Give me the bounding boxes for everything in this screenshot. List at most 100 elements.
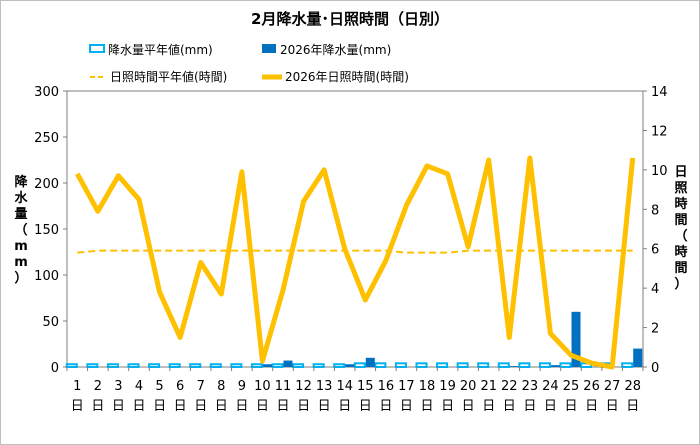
x-tick-label: 27 [604, 379, 621, 394]
y-left-tick-label: 100 [34, 269, 59, 284]
bar-normal-precip [127, 363, 140, 368]
bar-normal-precip [106, 363, 119, 368]
legend-swatch-precip-2026 [262, 44, 276, 53]
bar-precip-2026 [345, 364, 355, 367]
legend-label-normal-sunshine: 日照時間平年値(時間) [110, 69, 227, 84]
x-tick-label-suffix: 日 [256, 399, 269, 414]
bar-precip-2026 [365, 357, 375, 367]
y-left-tick-label: 300 [34, 85, 59, 100]
bar-normal-precip [559, 362, 572, 369]
plot-area [66, 90, 644, 368]
x-tick-label-suffix: 日 [606, 399, 619, 414]
bar-normal-precip [250, 363, 263, 368]
bar-normal-precip [415, 362, 428, 369]
x-tick-label-suffix: 日 [462, 399, 475, 414]
x-tick-label: 9 [238, 379, 246, 394]
y-right-tick-label: 12 [651, 124, 668, 139]
y-right-tick-label: 4 [651, 282, 659, 297]
line-sunshine-2026 [75, 155, 636, 370]
legend: 降水量平年値(mm) 2026年降水量(mm) 日照時間平年値(時間) 2026… [89, 42, 409, 84]
bar-normal-precip [477, 362, 490, 369]
x-tick-label-suffix: 日 [585, 399, 598, 414]
x-tick-label-suffix: 日 [91, 399, 104, 414]
legend-label-normal-precip: 降水量平年値(mm) [108, 42, 213, 57]
bar-normal-precip [621, 362, 634, 369]
y-left-axis-label: 降水量（ m m） [14, 174, 28, 286]
bar-normal-precip [518, 362, 531, 369]
x-tick-label: 3 [114, 379, 122, 394]
x-tick-label-suffix: 日 [503, 399, 516, 414]
x-tick-label-suffix: 日 [112, 399, 125, 414]
y-right-tick-label: 8 [651, 203, 659, 218]
bar-precip-2026 [571, 311, 581, 367]
y-left-tick-label: 250 [34, 131, 59, 146]
x-tick-label-suffix: 日 [194, 399, 207, 414]
y-right-axis-label: 日照時間（時間） [674, 165, 687, 292]
y-right-tick-label: 0 [651, 361, 659, 376]
x-tick-label-suffix: 日 [482, 399, 495, 414]
x-tick-label-suffix: 日 [523, 399, 536, 414]
y-right-tick-label: 6 [651, 243, 659, 258]
x-tick-label-suffix: 日 [544, 399, 557, 414]
x-tick-label-suffix: 日 [318, 399, 331, 414]
x-tick-label: 4 [135, 379, 143, 394]
x-tick-label: 19 [439, 379, 456, 394]
x-tick-label: 20 [460, 379, 477, 394]
x-tick-label-suffix: 日 [564, 399, 577, 414]
x-tick-label: 16 [378, 379, 395, 394]
x-tick-label: 21 [480, 379, 497, 394]
y-left-tick-label: 0 [51, 361, 59, 376]
x-tick-label: 11 [275, 379, 292, 394]
bar-normal-precip [353, 362, 366, 369]
legend-label-precip-2026: 2026年降水量(mm) [280, 43, 391, 57]
x-tick-label: 6 [176, 379, 184, 394]
x-tick-label-suffix: 日 [215, 399, 228, 414]
x-tick-label: 1 [73, 379, 81, 394]
bar-normal-precip [148, 363, 161, 368]
bar-precip-2026 [550, 365, 560, 367]
bar-precip-2026 [262, 364, 272, 367]
chart-title: 2月降水量･日照時間（日別） [251, 10, 449, 28]
x-tick-label: 18 [419, 379, 436, 394]
x-tick-label-suffix: 日 [297, 399, 310, 414]
legend-label-sunshine-2026: 2026年日照時間(時間) [285, 70, 409, 84]
bar-normal-precip [538, 362, 551, 369]
bar-normal-precip [374, 362, 387, 369]
y-left-tick-label: 50 [42, 315, 59, 330]
x-tick-label-suffix: 日 [235, 399, 248, 414]
x-tick-label: 12 [295, 379, 312, 394]
y-left-tick-label: 200 [34, 177, 59, 192]
y-left-tick-label: 150 [34, 223, 59, 238]
bar-normal-precip [230, 363, 243, 368]
bar-normal-precip [189, 363, 202, 368]
x-tick-label: 10 [254, 379, 271, 394]
x-tick-label: 26 [583, 379, 600, 394]
bar-normal-precip [394, 362, 407, 369]
bar-normal-precip [312, 363, 325, 368]
x-tick-label: 28 [624, 379, 641, 394]
bar-normal-precip [456, 362, 469, 369]
bar-normal-precip [271, 363, 284, 368]
bar-precip-2026 [633, 348, 643, 367]
x-tick-label-suffix: 日 [174, 399, 187, 414]
x-tick-label: 24 [542, 379, 559, 394]
bar-precip-2026 [509, 366, 519, 367]
x-tick-label-suffix: 日 [71, 399, 84, 414]
x-tick-label-suffix: 日 [420, 399, 433, 414]
x-tick-label-suffix: 日 [441, 399, 454, 414]
x-tick-label: 23 [522, 379, 539, 394]
x-tick-label: 15 [357, 379, 374, 394]
x-tick-label: 14 [336, 379, 353, 394]
y-right-tick-label: 2 [651, 322, 659, 337]
x-tick-label: 2 [94, 379, 102, 394]
bar-normal-precip [333, 363, 346, 368]
x-tick-label: 17 [398, 379, 415, 394]
x-tick-label: 25 [563, 379, 580, 394]
bar-normal-precip [497, 362, 510, 369]
bar-normal-precip [436, 362, 449, 369]
x-tick-label-suffix: 日 [626, 399, 639, 414]
x-tick-label: 7 [197, 379, 205, 394]
bar-normal-precip [86, 363, 99, 368]
